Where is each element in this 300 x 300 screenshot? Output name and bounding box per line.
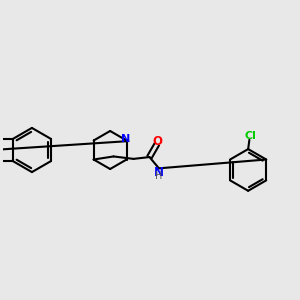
Text: Cl: Cl <box>244 131 256 141</box>
Text: N: N <box>154 166 164 178</box>
Text: O: O <box>152 135 162 148</box>
Text: H: H <box>155 171 162 181</box>
Text: N: N <box>121 134 130 144</box>
